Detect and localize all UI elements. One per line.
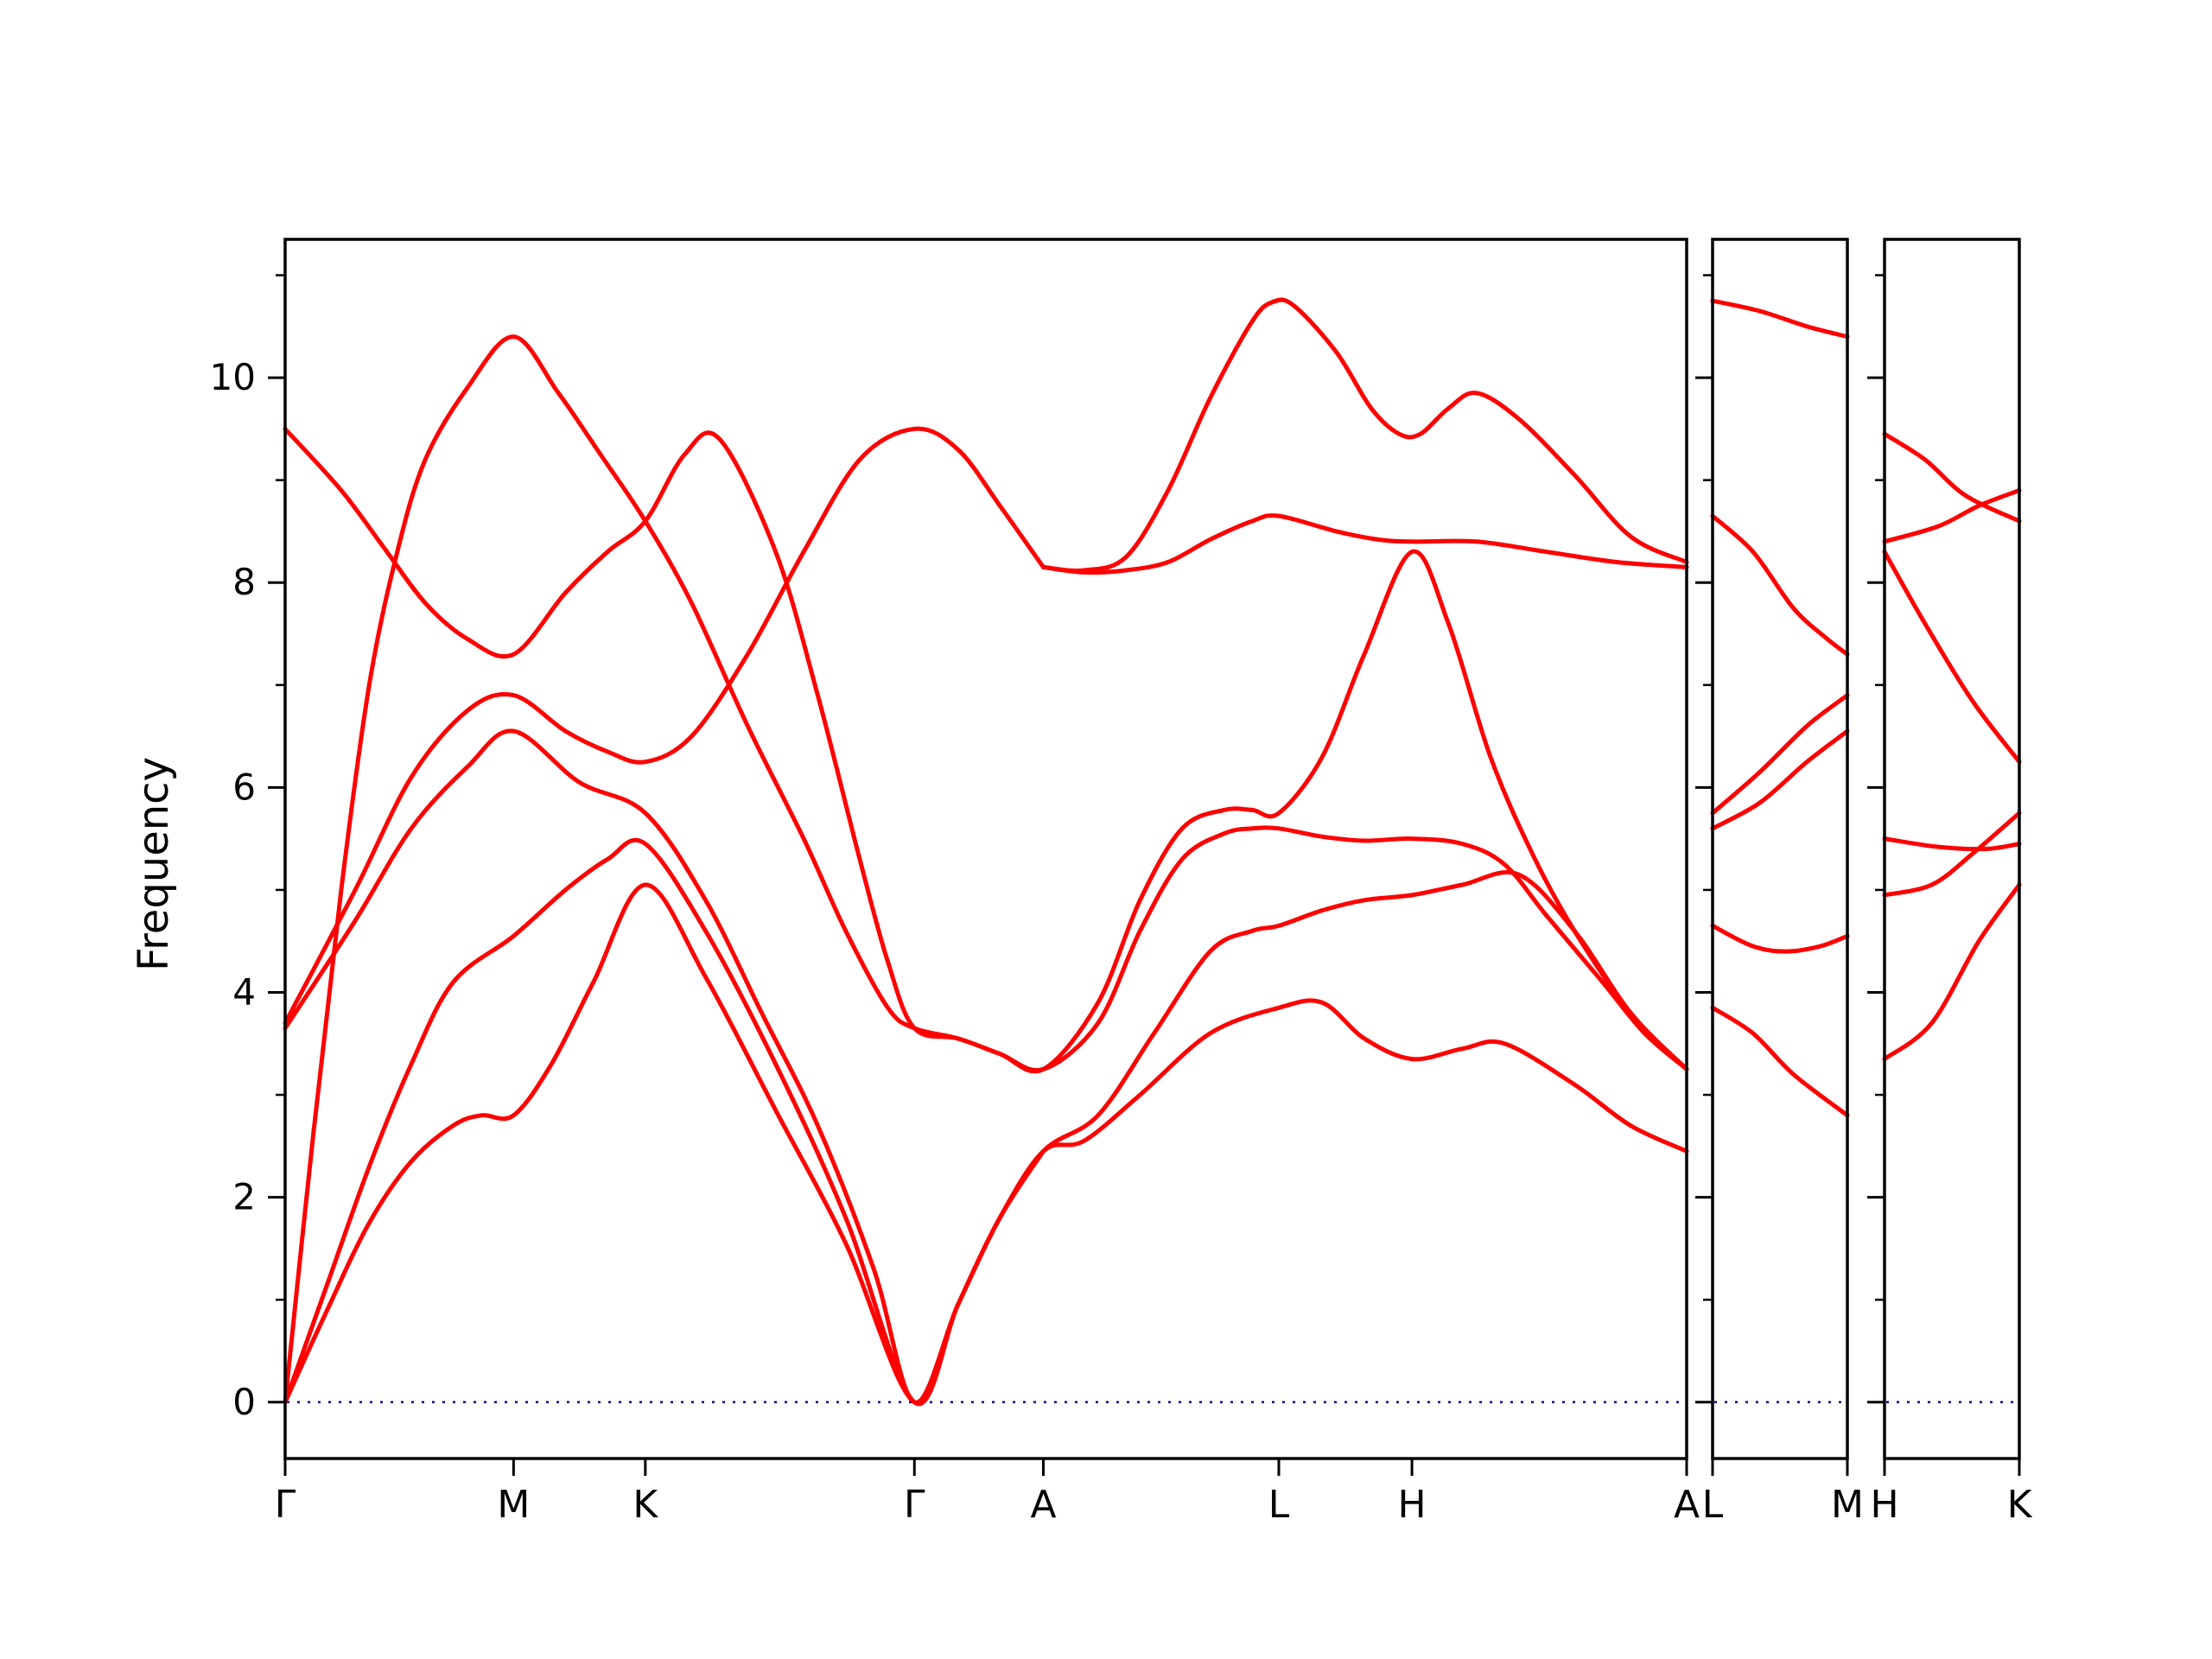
- band-curve-main-band-4: [283, 728, 1046, 1405]
- x-tick-label: M: [1831, 1483, 1864, 1527]
- y-axis-label: Frequency: [130, 757, 178, 971]
- band-curve-main-band-8: [1041, 513, 1689, 575]
- band-curve-L-M-band-5: [1710, 513, 1850, 657]
- y-tick-label: 8: [232, 561, 256, 603]
- x-tick-label: A: [1030, 1483, 1056, 1527]
- y-tick-label: 6: [232, 766, 256, 808]
- band-curve-main-band-7: [1041, 297, 1689, 573]
- band-curve-L-M-band-1: [1710, 1005, 1850, 1118]
- y-tick-label: 0: [232, 1381, 256, 1423]
- axes-frame-H-K: [1883, 238, 2021, 1460]
- x-tick-label: L: [1268, 1483, 1290, 1527]
- x-tick-label: Γ: [904, 1483, 925, 1527]
- x-tick-label: K: [2007, 1483, 2033, 1527]
- axes-frame-main: [283, 238, 1688, 1460]
- x-tick-label: A: [1674, 1483, 1700, 1527]
- band-curve-L-M-band-4: [1710, 693, 1850, 816]
- x-tick-label: H: [1398, 1483, 1427, 1527]
- band-curve-H-K-band-6: [1882, 431, 2022, 524]
- band-curve-H-K-band-2: [1882, 810, 2022, 898]
- y-tick-label: 10: [210, 356, 256, 398]
- band-curve-main-band-6: [283, 426, 1689, 1074]
- band-curve-H-K-band-4: [1882, 550, 2022, 765]
- x-tick-label: Γ: [275, 1483, 296, 1527]
- band-curve-main-band-1: [283, 882, 1689, 1406]
- x-tick-label: H: [1870, 1483, 1898, 1527]
- band-curve-H-K-band-3: [1882, 836, 2022, 852]
- band-curve-L-M-band-6: [1710, 298, 1850, 340]
- band-curve-main-band-2: [283, 837, 1689, 1407]
- band-curve-H-K-band-1: [1882, 882, 2022, 1062]
- band-curve-main-band-5: [283, 426, 1046, 1026]
- band-curve-L-M-band-3: [1710, 728, 1850, 831]
- x-tick-label: L: [1702, 1483, 1724, 1527]
- y-tick-label: 2: [232, 1176, 256, 1218]
- axes-frame-L-M: [1711, 238, 1849, 1460]
- x-tick-label: K: [632, 1483, 658, 1527]
- band-curve-H-K-band-5: [1882, 488, 2022, 544]
- y-tick-label: 4: [232, 971, 256, 1014]
- x-tick-label: M: [497, 1483, 530, 1527]
- band-curve-L-M-band-2: [1710, 923, 1850, 954]
